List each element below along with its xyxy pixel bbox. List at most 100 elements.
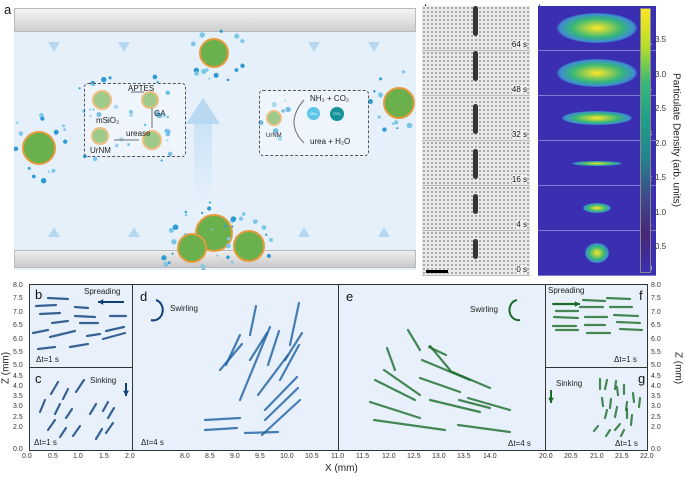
colorbar-tick: 3.0 bbox=[655, 69, 667, 79]
bubble-icon bbox=[271, 101, 277, 108]
bubble-icon bbox=[379, 77, 383, 81]
nanomotor-icon bbox=[177, 233, 207, 263]
flow-arrow-icon bbox=[378, 227, 390, 237]
trajectory bbox=[34, 303, 58, 308]
bubble-icon bbox=[161, 255, 167, 261]
trajectory bbox=[466, 396, 512, 412]
x-tick: 11.0 bbox=[331, 453, 345, 460]
aptes-label: APTES bbox=[128, 84, 155, 93]
trajectory bbox=[266, 329, 281, 367]
bubble-icon bbox=[108, 76, 112, 80]
experiment-frame: 0 s bbox=[422, 231, 530, 276]
bubble-icon bbox=[223, 224, 227, 228]
trajectory bbox=[263, 375, 299, 412]
bubble-icon bbox=[184, 210, 188, 214]
bubble-icon bbox=[201, 211, 204, 214]
trajectory bbox=[603, 378, 609, 391]
bubble-icon bbox=[92, 156, 98, 162]
trajectory bbox=[218, 342, 244, 372]
trajectory bbox=[418, 376, 462, 394]
reaction-box bbox=[259, 90, 369, 156]
trajectory bbox=[428, 398, 482, 414]
bubble-icon bbox=[31, 174, 36, 179]
plume bbox=[473, 239, 478, 259]
experiment-frame: 4 s bbox=[422, 186, 530, 231]
bubble-icon bbox=[163, 261, 169, 267]
bubble-icon bbox=[167, 261, 171, 265]
bubble-icon bbox=[391, 122, 395, 126]
trajectory bbox=[36, 345, 57, 351]
bubble-icon bbox=[396, 127, 399, 130]
trajectory bbox=[605, 296, 632, 301]
trajectory bbox=[38, 398, 47, 414]
z-tick-right: 8.0 bbox=[651, 282, 661, 289]
bubble-icon bbox=[171, 252, 174, 255]
bubble-icon bbox=[394, 120, 399, 125]
bubble-icon bbox=[114, 104, 119, 109]
x-tick: 9.0 bbox=[230, 453, 240, 460]
bubble-icon bbox=[110, 116, 113, 119]
time-label: 32 s bbox=[511, 130, 527, 139]
panel-b bbox=[29, 284, 133, 368]
bubble-icon bbox=[382, 127, 387, 132]
bubble-icon bbox=[234, 68, 239, 72]
z-tick-left: 2.5 bbox=[13, 414, 23, 421]
x-tick: 9.5 bbox=[255, 453, 265, 460]
flow-arrow-icon bbox=[48, 42, 60, 52]
bubble-icon bbox=[273, 128, 279, 134]
z-tick-right: 7.5 bbox=[651, 295, 661, 302]
bubble-icon bbox=[199, 32, 205, 38]
trajectory bbox=[73, 314, 97, 319]
nanomotor-icon bbox=[22, 131, 56, 165]
bubble-icon bbox=[208, 77, 211, 80]
colorbar-tick: 2.0 bbox=[655, 138, 667, 148]
bubble-icon bbox=[78, 87, 81, 90]
c-dt-label: Δt=1 s bbox=[34, 438, 57, 447]
time-label: 0 s bbox=[516, 265, 527, 274]
bubble-icon bbox=[401, 70, 406, 74]
x-tick: 13.0 bbox=[432, 453, 446, 460]
simulation-frame: 3 bbox=[538, 96, 656, 141]
trajectory bbox=[74, 378, 86, 394]
panel-c bbox=[29, 367, 133, 451]
g-sinking-label: Sinking bbox=[556, 379, 583, 388]
plume bbox=[473, 51, 478, 81]
panel-i-simulation: 543210 bbox=[538, 6, 656, 276]
trajectory bbox=[619, 428, 626, 438]
experiment-frame: 48 s bbox=[422, 51, 530, 96]
trajectory bbox=[592, 424, 600, 433]
bubble-icon bbox=[269, 238, 273, 242]
trajectory bbox=[88, 402, 98, 416]
bubble-icon bbox=[415, 111, 416, 115]
time-label: 4 s bbox=[516, 220, 527, 229]
synthesis-box bbox=[84, 83, 186, 157]
trajectory bbox=[373, 378, 417, 402]
trajectory bbox=[58, 426, 68, 439]
x-tick: 10.5 bbox=[305, 453, 319, 460]
plume bbox=[473, 149, 478, 179]
x-tick: 11.5 bbox=[356, 453, 370, 460]
trajectory bbox=[448, 369, 492, 390]
d-dt-label: Δt=4 s bbox=[141, 438, 164, 447]
g-dt-label: Δt=1 s bbox=[615, 439, 638, 448]
trajectory bbox=[46, 418, 57, 432]
bubble-icon bbox=[207, 206, 212, 211]
time-label: 48 s bbox=[511, 85, 527, 94]
upward-flow-arrowhead bbox=[186, 98, 220, 124]
trajectory bbox=[49, 380, 60, 396]
density-blob bbox=[557, 59, 637, 87]
bubble-icon bbox=[226, 255, 230, 259]
trajectory bbox=[372, 418, 447, 432]
bubble-icon bbox=[115, 145, 118, 148]
panel-label-f: f bbox=[639, 288, 643, 303]
panel-d bbox=[132, 284, 339, 451]
trajectory bbox=[68, 342, 90, 349]
bubble-icon bbox=[63, 128, 66, 131]
panel-g bbox=[545, 367, 648, 451]
x-tick: 8.0 bbox=[180, 453, 190, 460]
x-tick: 21.5 bbox=[615, 453, 629, 460]
plume bbox=[473, 194, 478, 214]
urnm-label: UrNM bbox=[90, 146, 111, 155]
trajectory bbox=[53, 402, 62, 416]
upward-flow-arrow bbox=[194, 123, 212, 218]
